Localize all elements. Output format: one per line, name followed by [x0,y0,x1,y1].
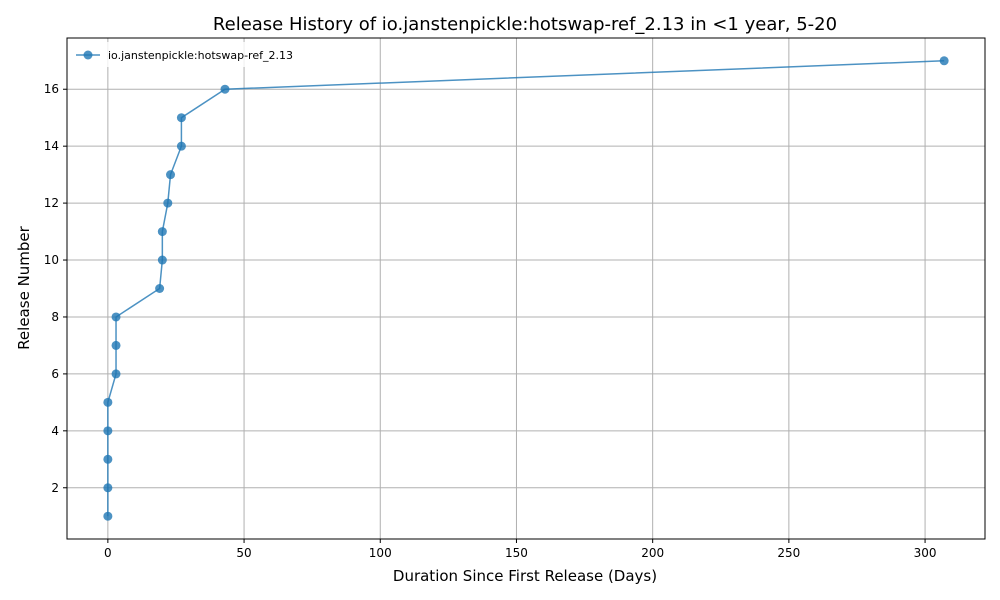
series-layer [103,56,949,521]
data-point [103,397,113,407]
data-point [176,113,186,123]
data-point [176,141,186,151]
data-point [111,312,121,322]
data-point [111,340,121,350]
y-axis-label: Release Number [15,225,33,349]
y-tick-label: 12 [44,196,59,210]
data-point [155,284,165,293]
y-tick-label: 4 [51,424,59,438]
x-tick-label: 0 [104,546,112,560]
data-point [163,198,173,208]
x-tick-label: 100 [369,546,392,560]
y-tick-label: 14 [44,139,59,153]
data-point [111,369,121,379]
x-tick-label: 50 [236,546,251,560]
plot-frame [66,37,986,540]
x-tick-label: 300 [914,546,937,560]
x-tick-label: 150 [505,546,528,560]
x-tick-label: 250 [777,546,800,560]
legend: io.janstenpickle:hotswap-ref_2.13 [70,42,318,67]
x-axis: 0 50 100 150 200 250 300 [104,539,937,560]
data-point [220,84,230,94]
data-point [939,56,949,66]
y-tick-label: 8 [51,310,59,324]
chart-title: Release History of io.janstenpickle:hots… [213,14,837,35]
data-point [157,227,167,237]
grid [67,38,985,539]
legend-label: io.janstenpickle:hotswap-ref_2.13 [108,49,293,62]
y-tick-label: 2 [51,481,59,495]
legend-box [70,42,318,67]
data-point [103,454,113,464]
legend-marker [83,50,93,60]
x-tick-label: 200 [641,546,664,560]
y-tick-label: 6 [51,367,59,381]
y-tick-label: 10 [44,253,59,267]
y-axis: 2 4 6 8 10 12 14 16 [44,82,67,495]
data-point [103,483,113,493]
data-point [166,170,176,180]
data-point [157,255,167,265]
series-line [107,60,945,517]
y-tick-label: 16 [44,82,59,96]
x-axis-label: Duration Since First Release (Days) [393,567,657,585]
data-point [103,426,113,436]
data-point [103,511,113,521]
